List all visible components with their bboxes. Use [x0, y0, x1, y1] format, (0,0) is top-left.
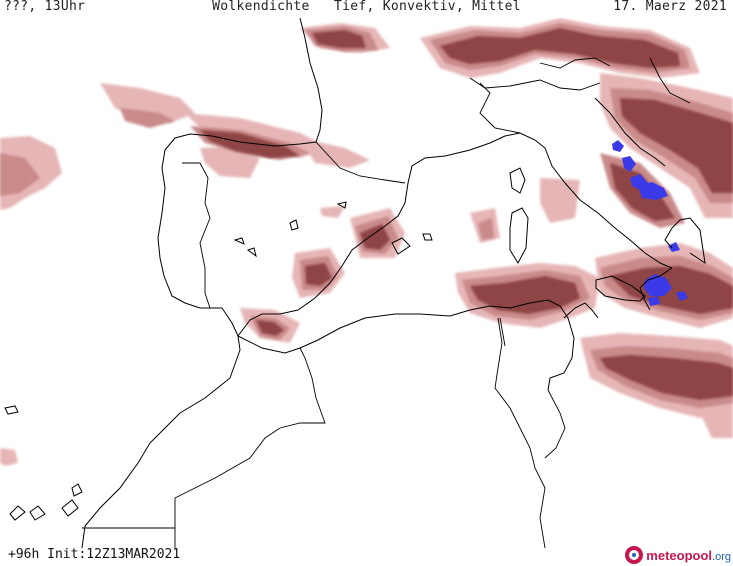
brand-suffix: .org	[712, 550, 731, 563]
meteopool-logo: meteopool.org	[625, 546, 731, 564]
forecast-date: 17. Maerz 2021	[613, 0, 727, 14]
cloud-density-map	[0, 18, 733, 548]
location-time-label: ???, 13Uhr	[4, 0, 86, 14]
model-run-info: +96h Init:12Z13MAR2021	[8, 547, 181, 562]
brand-main: meteopool	[646, 547, 713, 563]
brand-name: meteopool.org	[646, 548, 731, 563]
convective-cells	[612, 140, 688, 306]
meteopool-globe-icon	[625, 546, 644, 564]
country-borders	[82, 57, 691, 548]
coastlines	[4, 18, 706, 548]
cloud-layer-dense	[200, 28, 733, 400]
map-title: Wolkendichte Tief, Konvektiv, Mittel	[212, 0, 521, 14]
